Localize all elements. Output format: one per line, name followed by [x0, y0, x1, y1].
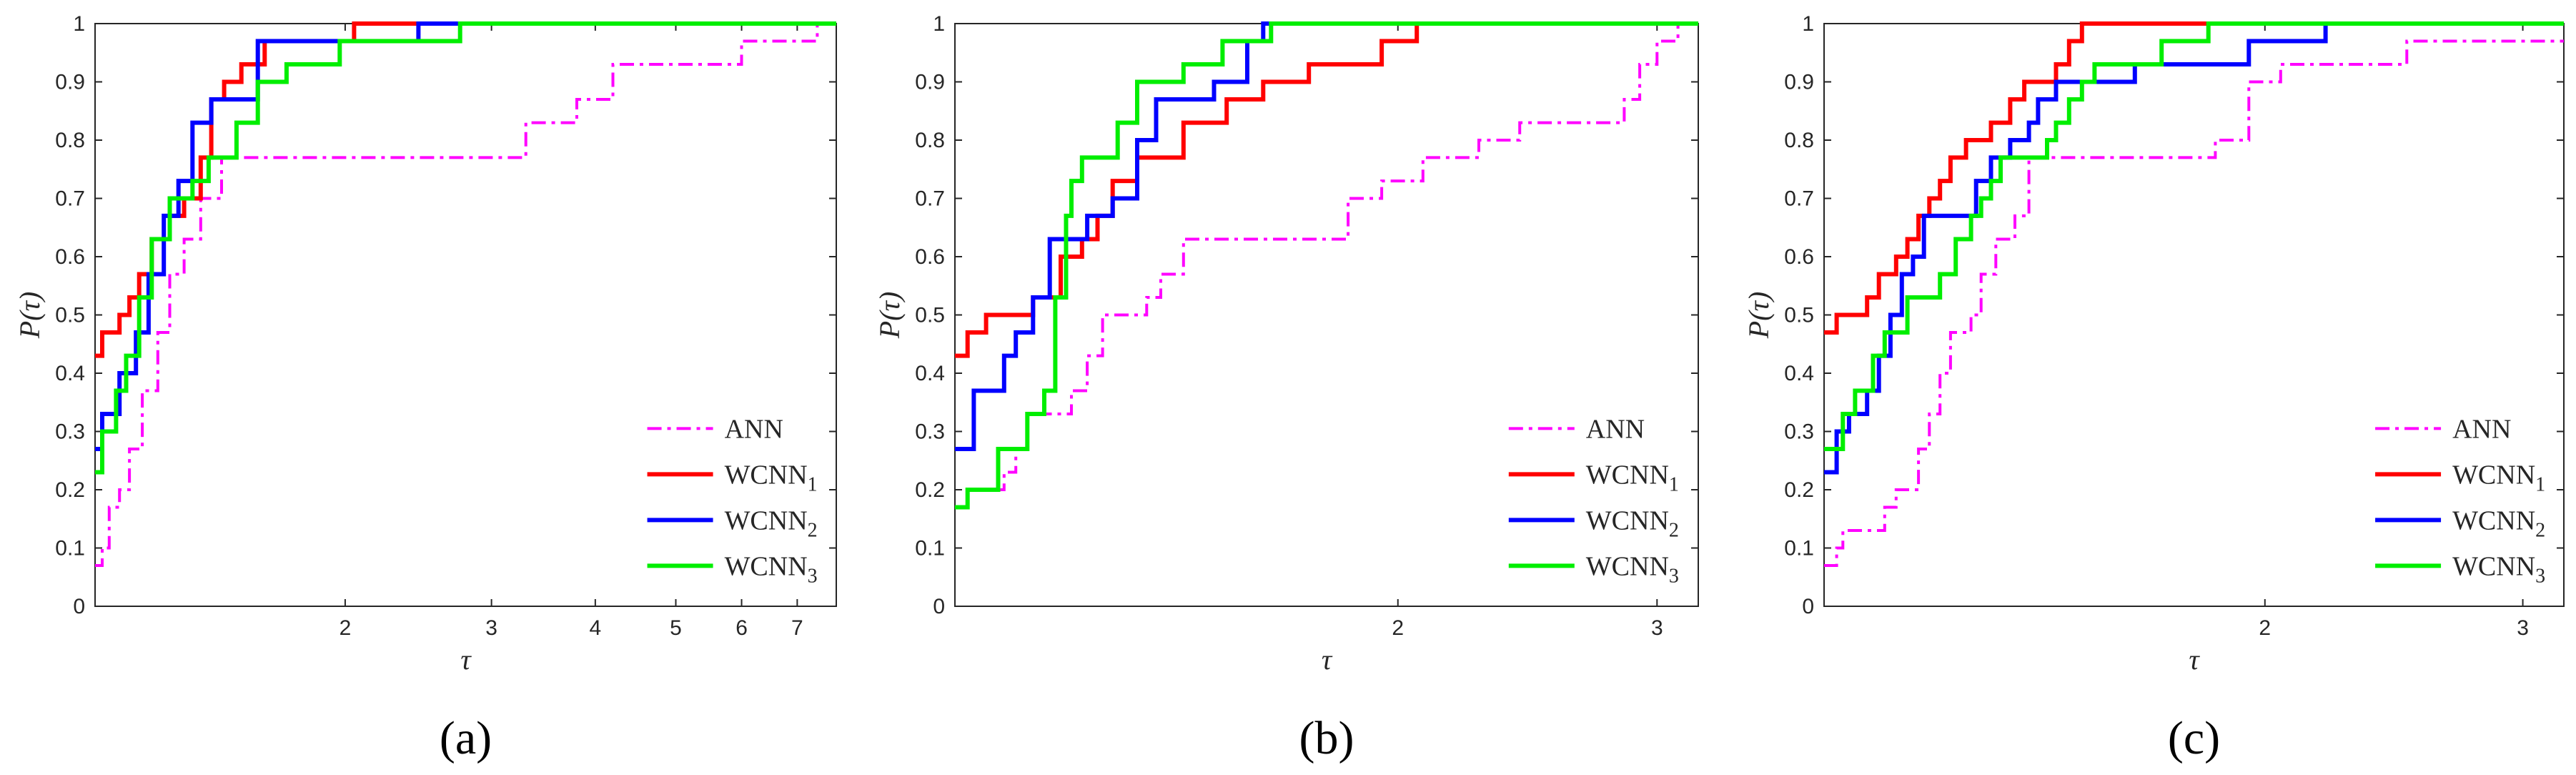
chart-panel-3: 0 0.1 0.2 0.3 0.4 0.5 0.6 0.7 0.8 0.9 1 2 3 τ P(τ) ANN W… [1743, 12, 2565, 764]
y-tick-label: 0.2 [1784, 478, 1814, 502]
legend: ANN WCNN1 WCNN2 WCNN3 [1508, 414, 1679, 587]
y-tick-label: 0 [73, 595, 85, 618]
x-tick-label: 2 [1392, 616, 1404, 640]
legend-label-ann: ANN [1586, 414, 1645, 444]
y-tick-label: 0.7 [915, 187, 945, 211]
y-tick-label: 0.6 [1784, 245, 1814, 269]
y-tick-label: 0.6 [915, 245, 945, 269]
legend-label-wcnn2: WCNN2 [1586, 505, 1679, 541]
x-tick-label: 7 [791, 616, 803, 640]
legend-label-wcnn1: WCNN1 [2452, 460, 2545, 495]
x-tick-label: 4 [590, 616, 602, 640]
y-tick-label: 0.9 [55, 71, 85, 94]
y-tick-label: 0.3 [55, 420, 85, 444]
legend-label-wcnn1: WCNN1 [725, 460, 818, 495]
y-tick-label: 0.9 [915, 71, 945, 94]
legend: ANN WCNN1 WCNN2 WCNN3 [2375, 414, 2545, 587]
y-tick-label: 0.6 [55, 245, 85, 269]
y-tick-label: 0.8 [55, 129, 85, 152]
y-tick-label: 0.5 [915, 304, 945, 327]
legend-label-wcnn3: WCNN3 [725, 551, 818, 587]
y-tick-label: 0 [1802, 595, 1814, 618]
x-tick-label: 3 [1651, 616, 1663, 640]
legend: ANN WCNN1 WCNN2 WCNN3 [647, 414, 818, 587]
y-tick-label: 0.1 [1784, 537, 1814, 561]
series-line-ann [95, 24, 819, 567]
legend-label-wcnn1: WCNN1 [1586, 460, 1679, 495]
x-axis-label: τ [2189, 643, 2200, 676]
series-line-wcnn2 [955, 21, 1698, 451]
panel-caption: (b) [1299, 712, 1354, 764]
y-tick-label: 0.4 [1784, 362, 1814, 385]
panel-caption: (c) [2168, 712, 2220, 764]
y-axis-label: P(τ) [1743, 292, 1775, 339]
y-tick-label: 1 [73, 12, 85, 36]
series-line-wcnn1 [1824, 21, 2564, 335]
x-tick-label: 3 [485, 616, 497, 640]
legend-label-wcnn2: WCNN2 [725, 505, 818, 541]
y-tick-label: 0.7 [1784, 187, 1814, 211]
y-tick-label: 0.4 [55, 362, 85, 385]
series-line-wcnn1 [955, 21, 1698, 358]
plot-area [954, 23, 1699, 607]
series-line-wcnn3 [1824, 21, 2564, 451]
legend-label-ann: ANN [2452, 414, 2511, 444]
y-tick-label: 0.4 [915, 362, 945, 385]
legend-label-wcnn3: WCNN3 [1586, 551, 1679, 587]
y-axis-label: P(τ) [873, 292, 906, 339]
x-tick-label: 2 [340, 616, 352, 640]
y-tick-label: 0 [933, 595, 945, 618]
series-line-wcnn1 [95, 21, 836, 358]
series-line-ann [1824, 39, 2564, 567]
panel-caption: (a) [440, 712, 492, 764]
legend-label-ann: ANN [725, 414, 783, 444]
y-tick-label: 0.2 [55, 478, 85, 502]
y-tick-label: 0.3 [1784, 420, 1814, 444]
chart-panel-1: 0 0.1 0.2 0.3 0.4 0.5 0.6 0.7 0.8 0.9 1 2 3 4 5 6 7 τ P(τ)… [14, 12, 837, 764]
legend-label-wcnn3: WCNN3 [2452, 551, 2545, 587]
series-line-wcnn2 [1824, 21, 2564, 475]
x-axis-label: τ [460, 643, 472, 676]
y-tick-label: 0.3 [915, 420, 945, 444]
y-tick-label: 0.5 [55, 304, 85, 327]
x-axis-label: τ [1322, 643, 1333, 676]
x-tick-label: 3 [2517, 616, 2529, 640]
chart-panel-2: 0 0.1 0.2 0.3 0.4 0.5 0.6 0.7 0.8 0.9 1 2 3 τ P(τ) ANN W… [873, 12, 1699, 764]
y-tick-label: 0.8 [915, 129, 945, 152]
y-tick-label: 0.9 [1784, 71, 1814, 94]
y-axis-label: P(τ) [14, 292, 46, 339]
y-tick-label: 0.1 [915, 537, 945, 561]
plot-area [94, 23, 837, 607]
legend-label-wcnn2: WCNN2 [2452, 505, 2545, 541]
x-tick-label: 5 [670, 616, 682, 640]
y-tick-label: 1 [1802, 12, 1814, 36]
y-tick-label: 0.5 [1784, 304, 1814, 327]
series-line-wcnn3 [955, 21, 1698, 510]
y-tick-label: 0.8 [1784, 129, 1814, 152]
plot-area [1823, 23, 2565, 607]
y-tick-label: 0.2 [915, 478, 945, 502]
y-tick-label: 1 [933, 12, 945, 36]
series-line-wcnn3 [95, 21, 836, 475]
x-tick-label: 2 [2259, 616, 2271, 640]
x-tick-label: 6 [735, 616, 748, 640]
y-tick-label: 0.1 [55, 537, 85, 561]
y-tick-label: 0.7 [55, 187, 85, 211]
